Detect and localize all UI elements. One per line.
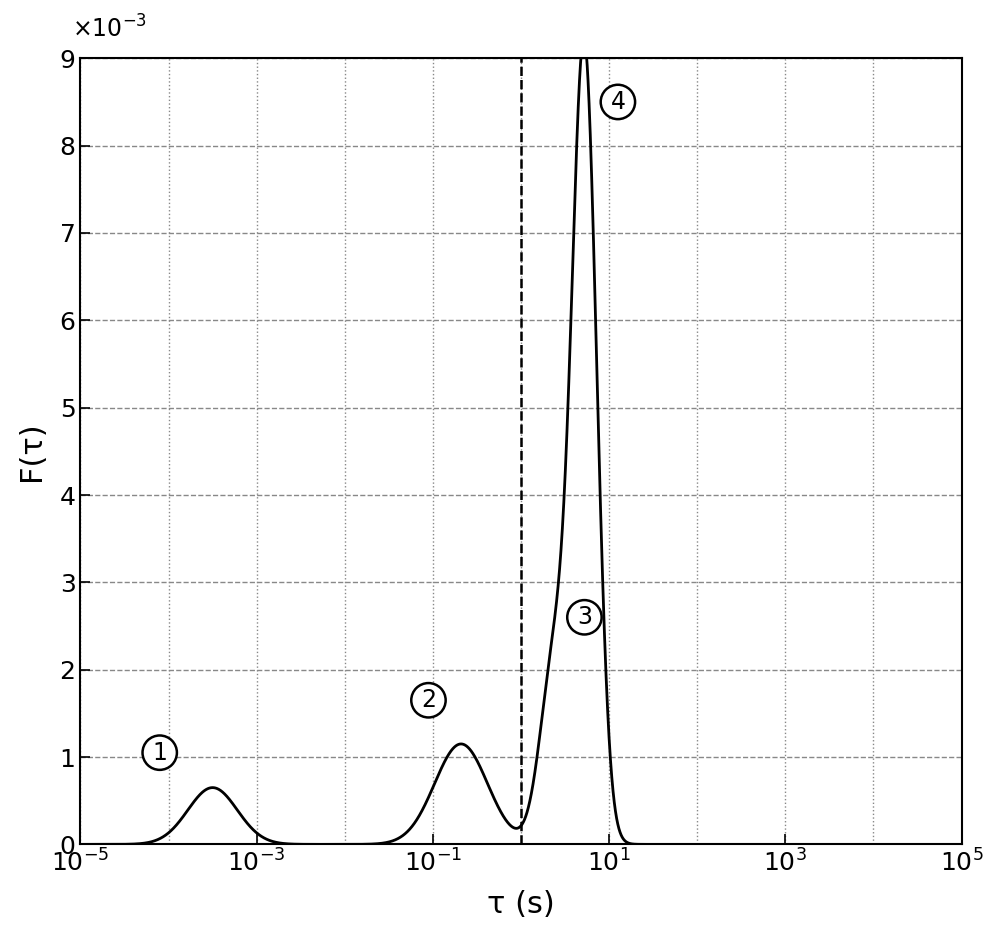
Text: $\times10^{-3}$: $\times10^{-3}$	[72, 15, 147, 42]
Text: 4: 4	[610, 90, 625, 114]
Text: 2: 2	[421, 688, 436, 712]
Text: 1: 1	[152, 740, 167, 765]
Y-axis label: F(τ): F(τ)	[17, 421, 46, 481]
Text: 3: 3	[577, 606, 592, 629]
X-axis label: τ (s): τ (s)	[487, 890, 555, 919]
